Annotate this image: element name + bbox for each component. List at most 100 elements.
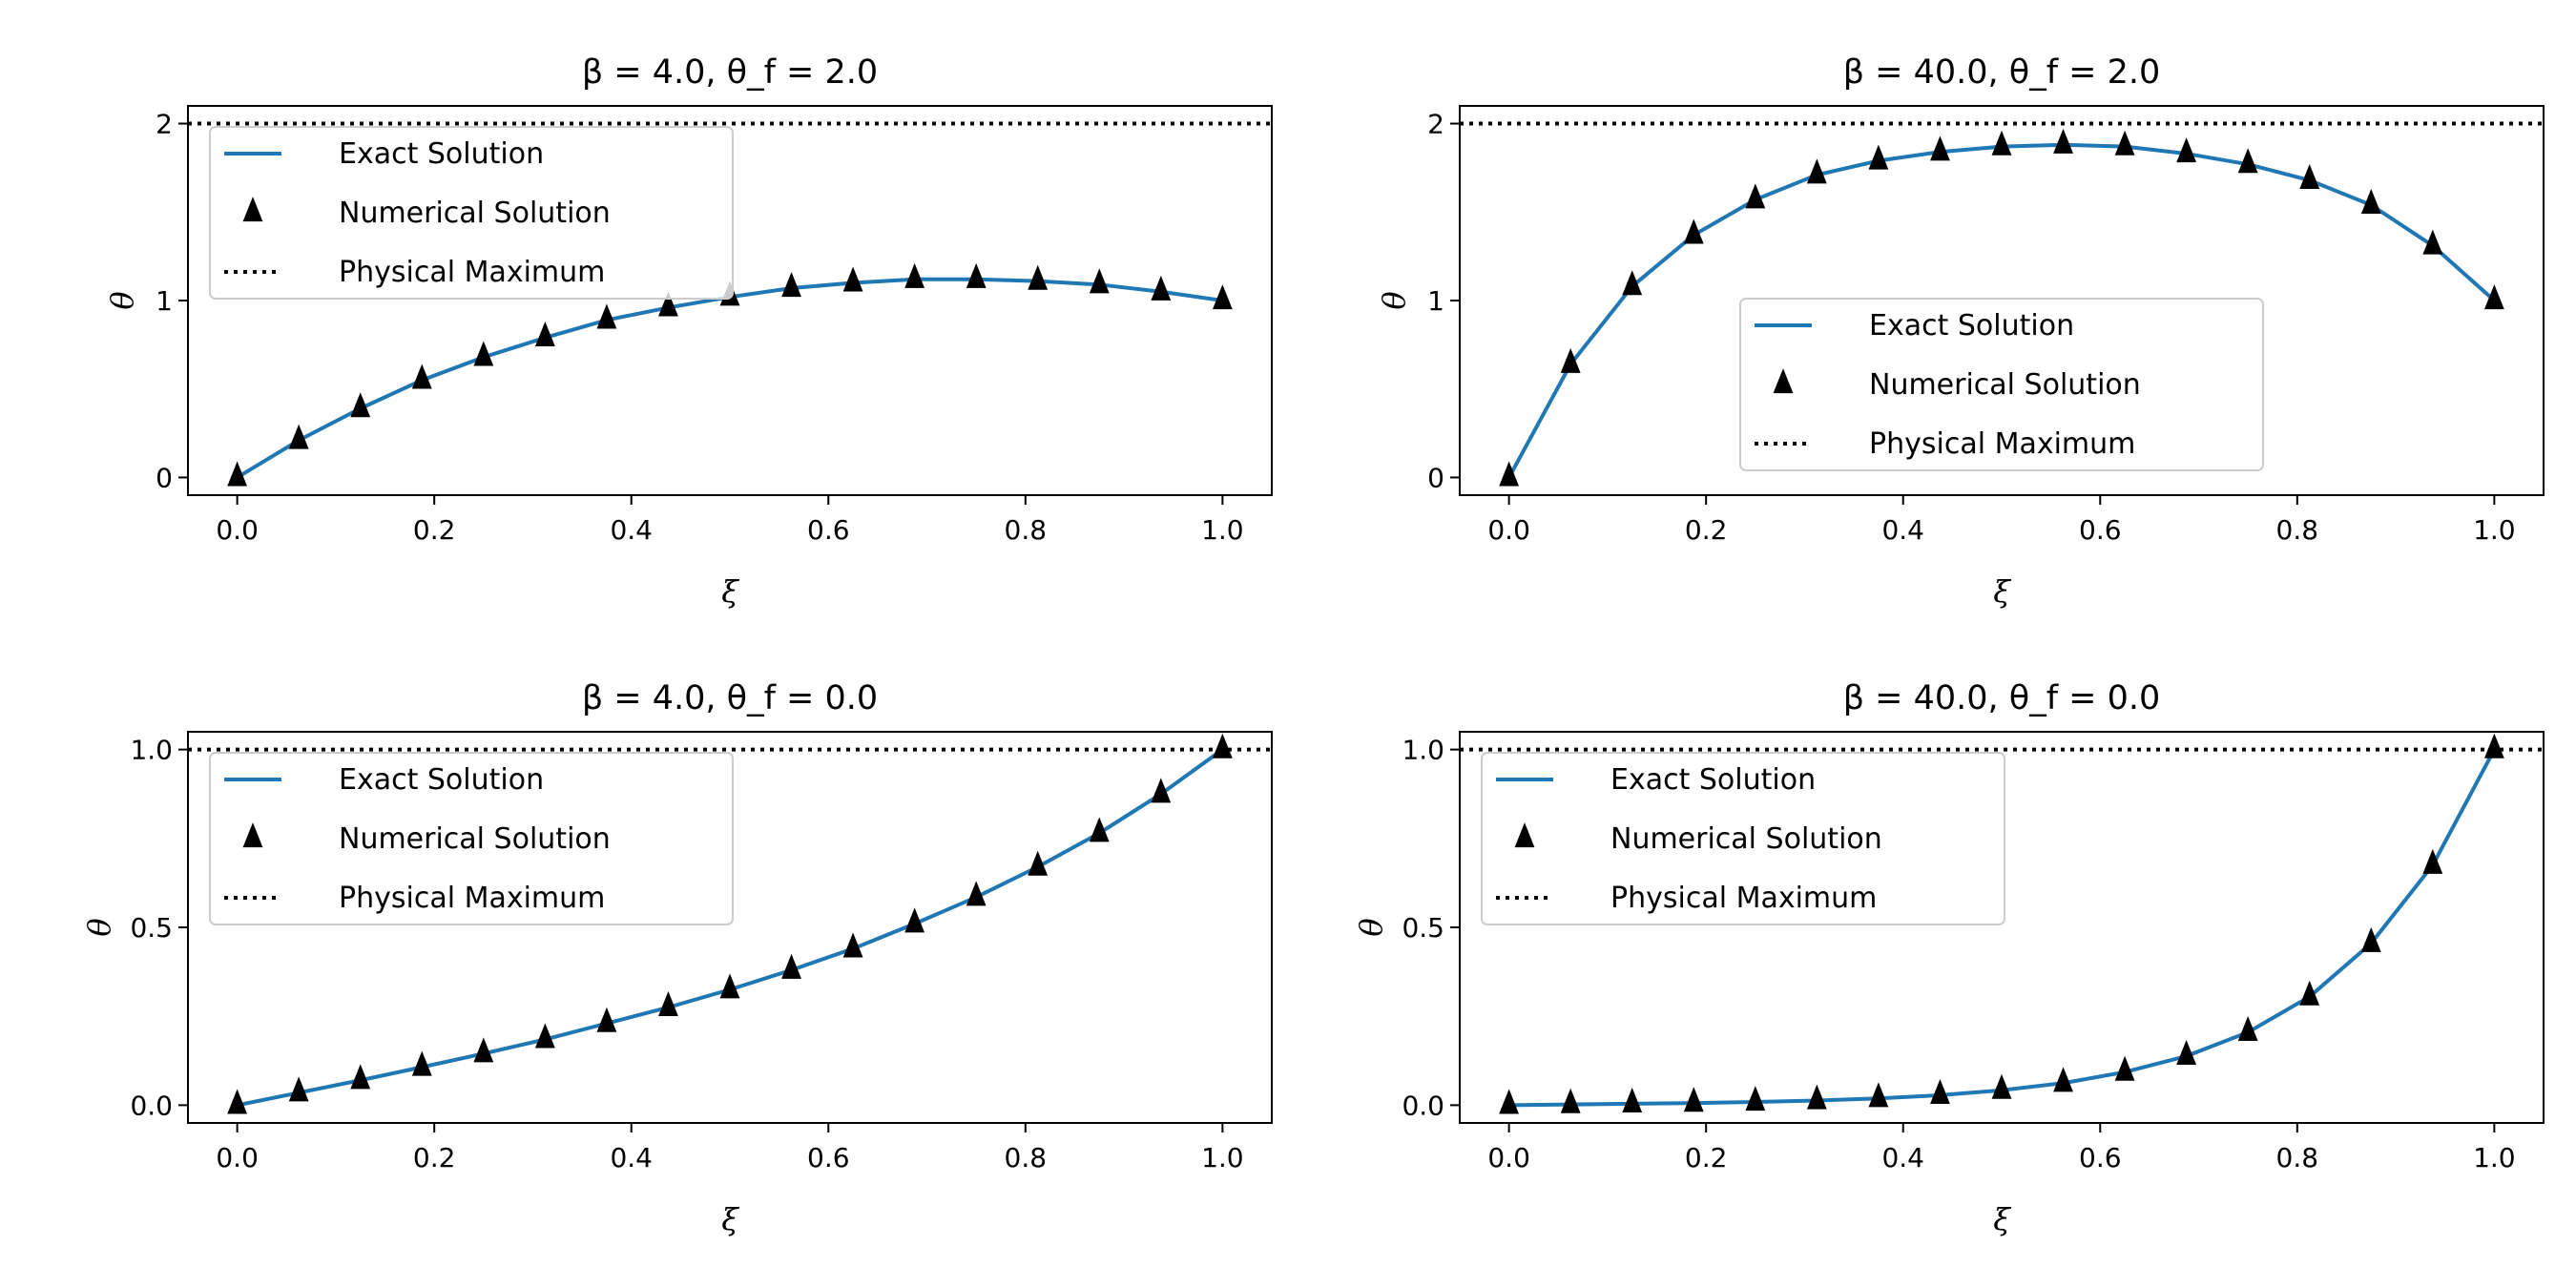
data-point-triangle: [2053, 1067, 2073, 1092]
x-axis-label: ξ: [721, 573, 739, 610]
data-point-triangle: [1089, 817, 1110, 842]
subplot-4: β = 40.0, θ_f = 0.0 0.0 0.2 0.4 0.6 0.8 1.0 0.0…: [1353, 679, 2545, 1237]
x-tick-label: 0.2: [413, 514, 456, 546]
data-point-triangle: [288, 1076, 309, 1102]
legend-label: Numerical Solution: [1869, 368, 2141, 402]
x-tick-label: 0.2: [413, 1142, 456, 1174]
data-point-triangle: [2114, 1055, 2135, 1081]
x-tick-label: 0.8: [2276, 1142, 2319, 1174]
data-point-triangle: [2360, 926, 2381, 952]
y-tick-label: 2: [156, 109, 173, 140]
subplot-2: β = 40.0, θ_f = 2.0 0.0 0.2 0.4 0.6 0.8 1.0 0 1 2…: [1376, 53, 2545, 610]
data-point-triangle: [473, 341, 494, 366]
data-point-triangle: [1212, 733, 1233, 758]
data-point-triangle: [1806, 158, 1827, 184]
legend-box: [209, 126, 734, 300]
x-tick-label: 0.6: [2079, 1142, 2122, 1174]
data-point-triangle: [1499, 1089, 1520, 1114]
legend-label: Exact Solution: [1610, 763, 1816, 797]
subplot-title: β = 40.0, θ_f = 2.0: [1843, 53, 2161, 92]
legend-label: Numerical Solution: [339, 197, 611, 230]
x-tick-label: 0.0: [216, 514, 259, 546]
legend-box: [1481, 752, 2005, 925]
data-point-triangle: [1930, 1079, 1950, 1105]
x-tick-label: 0.8: [1005, 1142, 1048, 1174]
subplot-title: β = 4.0, θ_f = 0.0: [582, 679, 878, 717]
data-point-triangle: [966, 262, 987, 288]
x-axis-label: ξ: [1993, 1201, 2011, 1237]
data-point-triangle: [596, 1007, 617, 1032]
data-point-triangle: [242, 197, 263, 222]
data-point-triangle: [2483, 284, 2504, 310]
legend: Exact Solution Numerical Solution Physical…: [209, 752, 734, 925]
data-point-triangle: [1745, 1086, 1766, 1111]
data-point-triangle: [1991, 130, 2012, 156]
data-point-triangle: [1683, 1087, 1704, 1112]
y-tick-label: 0: [1427, 462, 1444, 493]
data-point-triangle: [904, 907, 925, 933]
y-tick-label: 0.5: [1402, 912, 1444, 944]
legend-label: Physical Maximum: [339, 882, 605, 915]
y-tick-label: 2: [1427, 109, 1444, 140]
data-point-triangle: [2237, 148, 2258, 174]
data-point-triangle: [2360, 188, 2381, 214]
y-tick-label: 1.0: [130, 735, 173, 766]
x-tick-label: 0.0: [216, 1142, 259, 1174]
data-point-triangle: [1773, 368, 1794, 394]
x-tick-label: 0.8: [1005, 514, 1048, 546]
data-point-triangle: [1622, 1087, 1643, 1112]
x-axis-label: ξ: [721, 1201, 739, 1237]
data-point-triangle: [1089, 268, 1110, 294]
y-tick-label: 1: [156, 285, 173, 317]
data-point-triangle: [1560, 1088, 1581, 1113]
data-point-triangle: [2299, 163, 2320, 189]
data-point-triangle: [842, 266, 863, 292]
y-axis-label: θ: [81, 918, 117, 936]
exact-solution-line: [236, 277, 1223, 480]
subplot-title: β = 40.0, θ_f = 0.0: [1843, 679, 2161, 717]
legend-label: Exact Solution: [339, 763, 544, 797]
subplot-title: β = 4.0, θ_f = 2.0: [582, 53, 878, 92]
x-tick-label: 0.4: [1881, 1142, 1924, 1174]
legend-box: [1739, 298, 2264, 471]
legend-label: Exact Solution: [1869, 309, 2074, 343]
x-tick-label: 0.4: [610, 514, 653, 546]
y-tick-label: 1: [1427, 285, 1444, 317]
x-tick-label: 0.6: [807, 514, 850, 546]
data-point-triangle: [658, 990, 678, 1016]
data-point-triangle: [1991, 1073, 2012, 1099]
data-point-triangle: [1806, 1084, 1827, 1110]
data-point-triangle: [411, 364, 432, 389]
data-point-triangle: [1868, 1082, 1889, 1108]
legend: Exact Solution Numerical Solution Physical…: [1739, 298, 2264, 471]
data-point-triangle: [1560, 347, 1581, 373]
data-point-triangle: [227, 461, 248, 487]
data-point-triangle: [411, 1050, 432, 1076]
data-point-triangle: [2422, 848, 2443, 874]
legend-label: Physical Maximum: [1869, 427, 2135, 461]
data-point-triangle: [596, 303, 617, 329]
legend-label: Exact Solution: [339, 137, 544, 171]
y-axis-label: θ: [104, 291, 140, 309]
legend-box: [209, 752, 734, 925]
x-tick-label: 0.2: [1685, 514, 1728, 546]
y-tick-label: 0: [156, 462, 173, 493]
data-point-triangle: [2299, 980, 2320, 1006]
x-tick-label: 0.6: [807, 1142, 850, 1174]
x-tick-label: 0.0: [1487, 1142, 1530, 1174]
data-point-triangle: [2176, 1040, 2197, 1066]
legend: Exact Solution Numerical Solution Physical…: [209, 126, 734, 300]
x-tick-label: 0.0: [1487, 514, 1530, 546]
y-tick-label: 1.0: [1402, 735, 1444, 766]
x-tick-label: 1.0: [2473, 1142, 2516, 1174]
data-point-triangle: [658, 291, 678, 317]
legend-label: Numerical Solution: [339, 822, 611, 856]
data-point-triangle: [781, 272, 801, 298]
data-point-triangle: [288, 424, 309, 449]
x-tick-label: 0.6: [2079, 514, 2122, 546]
data-point-triangle: [2483, 733, 2504, 758]
x-tick-label: 0.8: [2276, 514, 2319, 546]
data-point-triangle: [1868, 144, 1889, 170]
data-point-triangle: [1028, 264, 1049, 290]
